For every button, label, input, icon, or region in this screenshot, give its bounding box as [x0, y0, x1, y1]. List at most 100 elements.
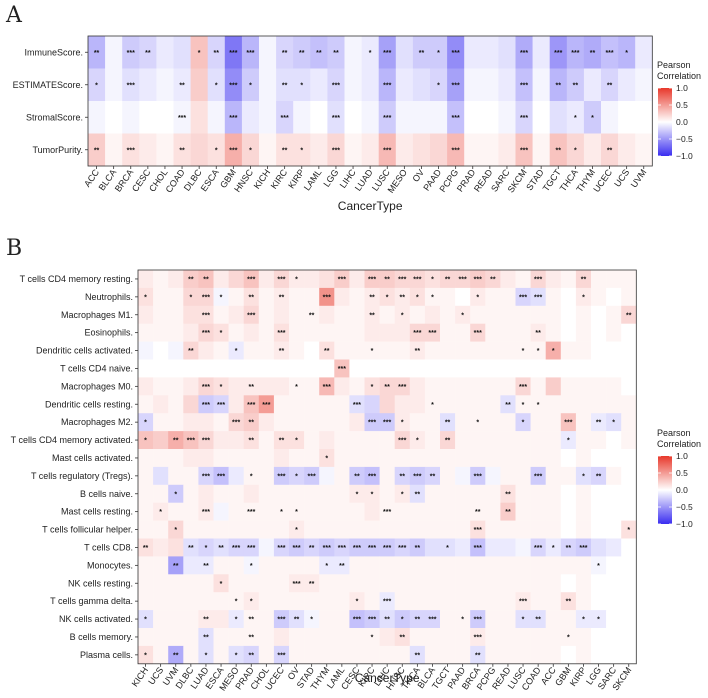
significance-mark: *	[249, 82, 252, 89]
heatmap-cell	[289, 502, 305, 521]
heatmap-cell	[183, 323, 199, 342]
heatmap-cell	[364, 520, 380, 539]
heatmap-cell	[394, 341, 411, 360]
heatmap-cell	[440, 645, 456, 665]
heatmap-cell	[224, 101, 243, 134]
heatmap-cell	[455, 305, 471, 324]
heatmap-cell	[198, 610, 214, 629]
heatmap-cell	[241, 68, 260, 102]
col-label: COAD	[164, 167, 187, 194]
significance-mark: **	[179, 82, 185, 89]
heatmap-cell	[228, 323, 244, 342]
significance-mark: *	[144, 617, 147, 624]
heatmap-cell	[500, 502, 516, 521]
significance-mark: ***	[383, 420, 391, 427]
heatmap-cell	[168, 270, 184, 289]
heatmap-cell	[470, 592, 486, 611]
significance-mark: ***	[474, 527, 482, 534]
row-label: Mast cells resting.	[61, 507, 133, 517]
heatmap-cell	[485, 520, 501, 539]
heatmap-cell	[349, 628, 365, 647]
col-label: KICH	[130, 665, 151, 688]
significance-mark: ***	[229, 147, 237, 154]
heatmap-cell	[455, 610, 471, 629]
heatmap-cell	[560, 574, 577, 593]
heatmap-cell	[409, 520, 426, 539]
heatmap-cell	[334, 395, 350, 414]
heatmap-cell	[364, 305, 380, 324]
significance-mark: *	[371, 491, 374, 498]
heatmap-cell	[545, 574, 562, 593]
heatmap-cell	[190, 133, 208, 167]
heatmap-cell	[606, 502, 622, 521]
heatmap-cell	[289, 395, 305, 414]
heatmap-cell	[213, 341, 229, 360]
heatmap-cell	[424, 270, 441, 289]
heatmap-cell	[485, 270, 501, 289]
heatmap-cell	[198, 287, 214, 307]
heatmap-cell	[470, 556, 486, 575]
heatmap-cell	[327, 101, 345, 134]
heatmap-cell	[310, 101, 328, 134]
heatmap-cell	[88, 36, 106, 69]
heatmap-cell	[515, 395, 531, 414]
significance-mark: **	[475, 509, 481, 516]
heatmap-cell	[500, 520, 516, 539]
heatmap-cell	[621, 556, 637, 575]
heatmap-cell	[168, 502, 184, 521]
heatmap-cell	[168, 359, 184, 378]
heatmap-cell	[213, 628, 229, 647]
heatmap-cell	[515, 323, 531, 342]
heatmap-cell	[500, 484, 516, 503]
heatmap-cell	[560, 377, 577, 396]
heatmap-cell	[409, 592, 426, 611]
heatmap-cell	[394, 287, 411, 307]
heatmap-cell	[424, 413, 441, 432]
heatmap-cell	[207, 68, 226, 102]
heatmap-cell	[241, 133, 260, 167]
significance-mark: **	[590, 50, 596, 57]
heatmap-cell	[138, 431, 154, 450]
legend-colorbar	[658, 88, 672, 156]
heatmap-cell	[138, 305, 154, 324]
heatmap-cell	[424, 484, 441, 503]
heatmap-cell	[183, 377, 199, 396]
heatmap-cell	[334, 466, 350, 486]
significance-mark: *	[567, 438, 570, 445]
heatmap-cell	[259, 101, 277, 134]
heatmap-cell	[198, 645, 214, 665]
heatmap-cell	[224, 36, 243, 69]
heatmap-cell	[293, 101, 311, 134]
heatmap-cell	[379, 287, 395, 307]
row-label: ESTIMATEScore.	[13, 80, 83, 90]
heatmap-cell	[621, 592, 637, 611]
heatmap-cell	[334, 592, 350, 611]
heatmap-cell	[273, 413, 290, 432]
heatmap-cell	[304, 574, 320, 593]
significance-mark: **	[179, 147, 185, 154]
heatmap-cell	[289, 628, 305, 647]
heatmap-cell	[289, 484, 305, 503]
heatmap-cell	[364, 466, 380, 486]
heatmap-cell	[409, 538, 426, 557]
heatmap-cell	[455, 466, 471, 486]
heatmap-cell	[591, 466, 607, 486]
significance-mark: *	[159, 509, 162, 516]
heatmap-cell	[591, 556, 607, 575]
significance-mark: ***	[413, 276, 421, 283]
significance-mark: **	[556, 82, 562, 89]
significance-mark: ***	[368, 276, 376, 283]
heatmap-cell	[500, 413, 516, 432]
legend-title: Pearson	[657, 428, 691, 438]
heatmap-cell	[545, 556, 562, 575]
significance-mark: ***	[383, 82, 391, 89]
heatmap-cell	[500, 610, 516, 629]
significance-mark: *	[300, 147, 303, 154]
heatmap-cell	[138, 628, 154, 647]
heatmap-cell	[515, 449, 531, 468]
heatmap-cell	[379, 538, 395, 557]
row-label: NK cells resting.	[68, 578, 133, 588]
row-label: T cells CD4 naive.	[60, 363, 133, 373]
heatmap-cell	[618, 68, 636, 102]
significance-mark: ***	[383, 599, 391, 606]
